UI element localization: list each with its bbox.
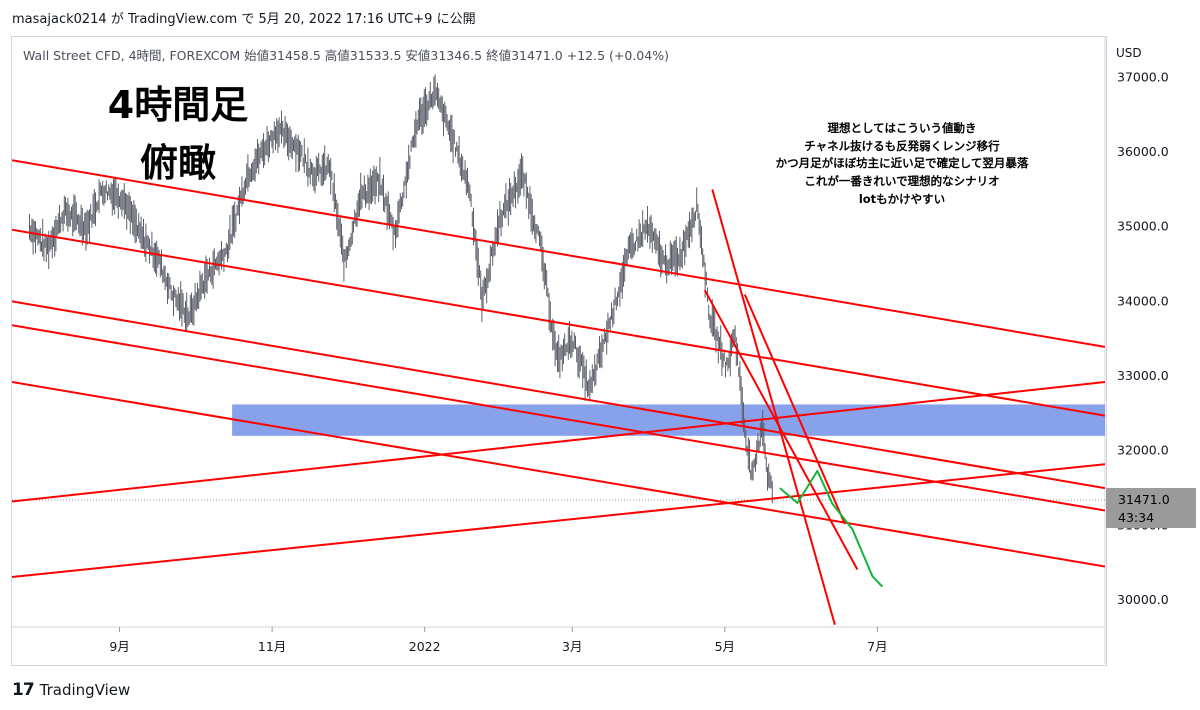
- trend-line[interactable]: [12, 324, 1105, 512]
- y-tick-label: 36000.0: [1117, 144, 1169, 159]
- big-title-line-2: 俯瞰: [140, 141, 216, 185]
- chart-pane[interactable]: [11, 36, 1107, 666]
- y-tick-label: 34000.0: [1117, 293, 1169, 308]
- note-line-2: チャネル抜けるも反発弱くレンジ移行: [804, 139, 1000, 153]
- note-line-1: 理想としてはこういう値動き: [828, 121, 977, 135]
- y-tick-label: 30000.0: [1117, 592, 1169, 607]
- y-tick-label: 33000.0: [1117, 368, 1169, 383]
- projected-path[interactable]: [779, 469, 884, 588]
- footer-brand-text: TradingView: [39, 681, 131, 699]
- y-tick-label: 37000.0: [1117, 69, 1169, 84]
- x-tick-label: 5月: [715, 639, 735, 654]
- x-tick-label: 11月: [258, 639, 286, 654]
- footer-brand[interactable]: 17 TradingView: [12, 680, 130, 700]
- trend-line[interactable]: [703, 289, 859, 570]
- note-line-3: かつ月足がほぼ坊主に近い足で確定して翌月暴落: [776, 156, 1029, 170]
- symbol-legend: Wall Street CFD, 4時間, FOREXCOM 始値31458.5…: [23, 48, 669, 63]
- tradingview-logo-icon: 17: [12, 680, 35, 700]
- trend-line[interactable]: [12, 463, 1105, 578]
- note-line-4: これが一番きれいで理想的なシナリオ: [804, 174, 999, 188]
- big-title-line-1: 4時間足: [108, 83, 248, 127]
- support-zone: [232, 404, 1105, 436]
- trend-line[interactable]: [12, 159, 1105, 348]
- last-price-box: [1106, 488, 1196, 528]
- x-tick-label: 3月: [562, 639, 582, 654]
- trend-line[interactable]: [12, 381, 1105, 568]
- trend-line[interactable]: [743, 294, 846, 525]
- note-line-5: lotもかけやすい: [859, 192, 945, 206]
- scenario-note: 理想としてはこういう値動き チャネル抜けるも反発弱くレンジ移行 かつ月足がほぼ坊…: [776, 121, 1029, 206]
- trend-line[interactable]: [12, 300, 1105, 490]
- trend-line[interactable]: [711, 189, 836, 626]
- bar-countdown: 43:34: [1118, 510, 1154, 525]
- x-tick-label: 2022: [409, 639, 441, 654]
- last-price-label: 31471.0: [1118, 492, 1170, 507]
- trend-line[interactable]: [12, 228, 1105, 417]
- y-tick-label: 32000.0: [1117, 443, 1169, 458]
- currency-label: USD: [1116, 46, 1142, 60]
- trend-line[interactable]: [12, 381, 1105, 503]
- x-tick-label: 7月: [867, 639, 887, 654]
- x-tick-label: 9月: [109, 639, 129, 654]
- y-tick-label: 35000.0: [1117, 219, 1169, 234]
- publish-header: masajack0214 が TradingView.com で 5月 20, …: [12, 12, 476, 27]
